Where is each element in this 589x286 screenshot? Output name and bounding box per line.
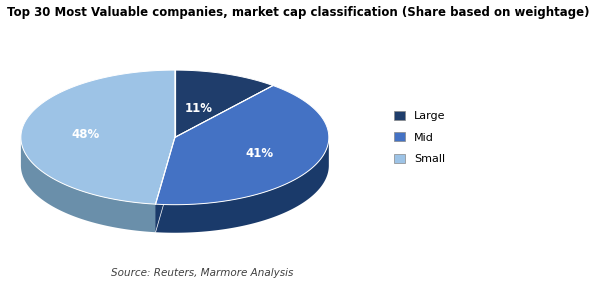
Polygon shape [155,138,329,233]
Text: Source: Reuters, Marmore Analysis: Source: Reuters, Marmore Analysis [111,268,293,278]
Text: 41%: 41% [246,147,274,160]
Polygon shape [155,86,329,205]
Polygon shape [155,137,175,232]
Polygon shape [21,138,155,232]
Legend: Large, Mid, Small: Large, Mid, Small [394,111,445,164]
Polygon shape [21,70,175,204]
Text: 48%: 48% [72,128,100,142]
Polygon shape [155,137,175,232]
Text: 11%: 11% [184,102,212,115]
Polygon shape [175,70,273,137]
Text: Top 30 Most Valuable companies, market cap classification (Share based on weight: Top 30 Most Valuable companies, market c… [7,6,589,19]
